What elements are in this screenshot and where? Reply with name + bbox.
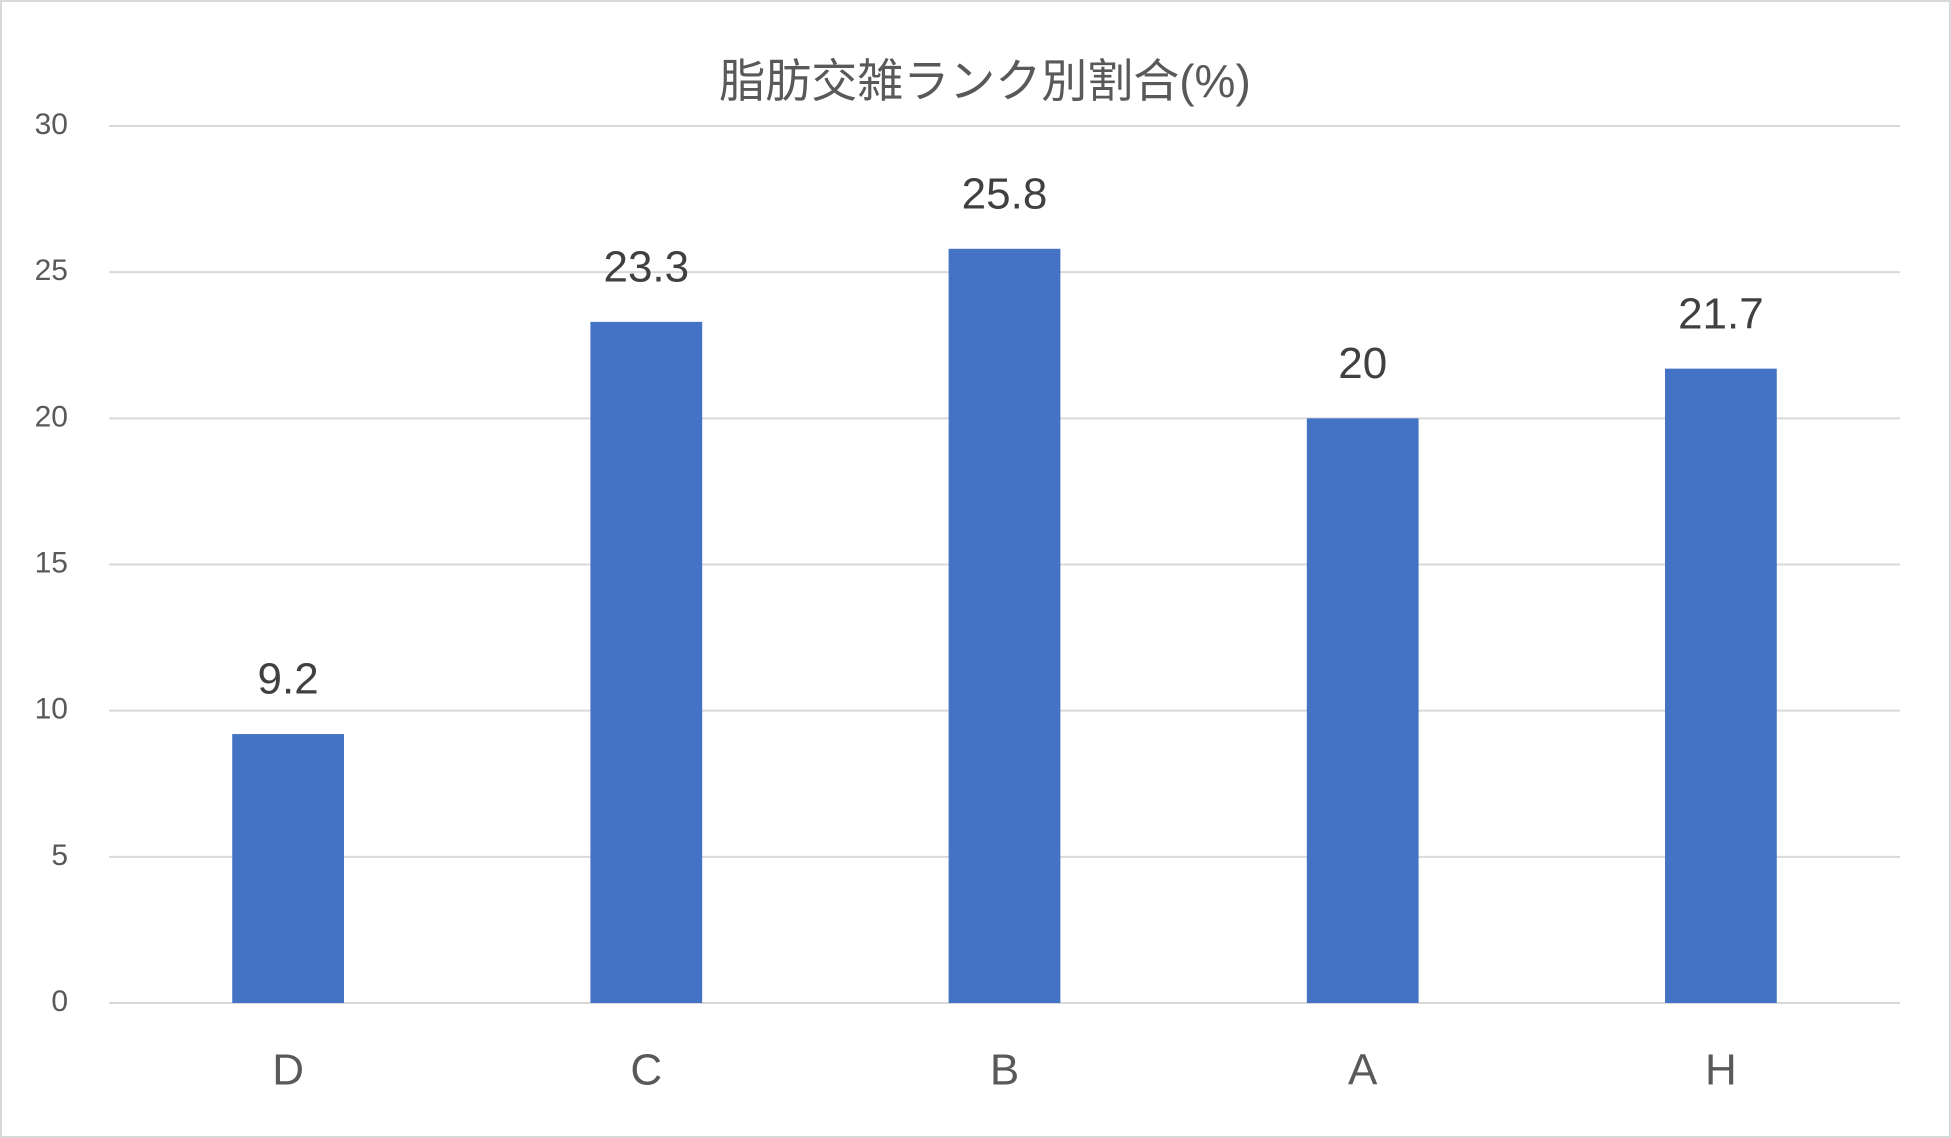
bar [232, 734, 344, 1003]
data-label: 21.7 [1678, 289, 1764, 338]
data-label: 25.8 [962, 169, 1048, 218]
bar [948, 248, 1061, 1003]
y-tick-label: 10 [35, 693, 68, 726]
y-tick-label: 30 [35, 108, 68, 141]
y-tick-label: 20 [35, 400, 68, 433]
bar [590, 321, 703, 1003]
x-tick-label: C [630, 1046, 662, 1095]
y-tick-label: 5 [51, 839, 68, 872]
data-label: 9.2 [258, 655, 319, 704]
chart-title: 脂肪交雑ランク別割合(%) [719, 55, 1251, 107]
x-tick-label: B [990, 1046, 1019, 1095]
bar [1306, 418, 1419, 1003]
data-label: 20 [1338, 339, 1387, 388]
y-tick-label: 25 [35, 254, 68, 287]
data-label: 23.3 [603, 242, 689, 291]
x-tick-label: A [1348, 1046, 1378, 1095]
y-tick-label: 15 [35, 546, 68, 579]
bar [1665, 368, 1777, 1003]
y-tick-label: 0 [51, 985, 68, 1018]
x-tick-label: H [1705, 1046, 1737, 1095]
x-tick-label: D [272, 1046, 304, 1095]
